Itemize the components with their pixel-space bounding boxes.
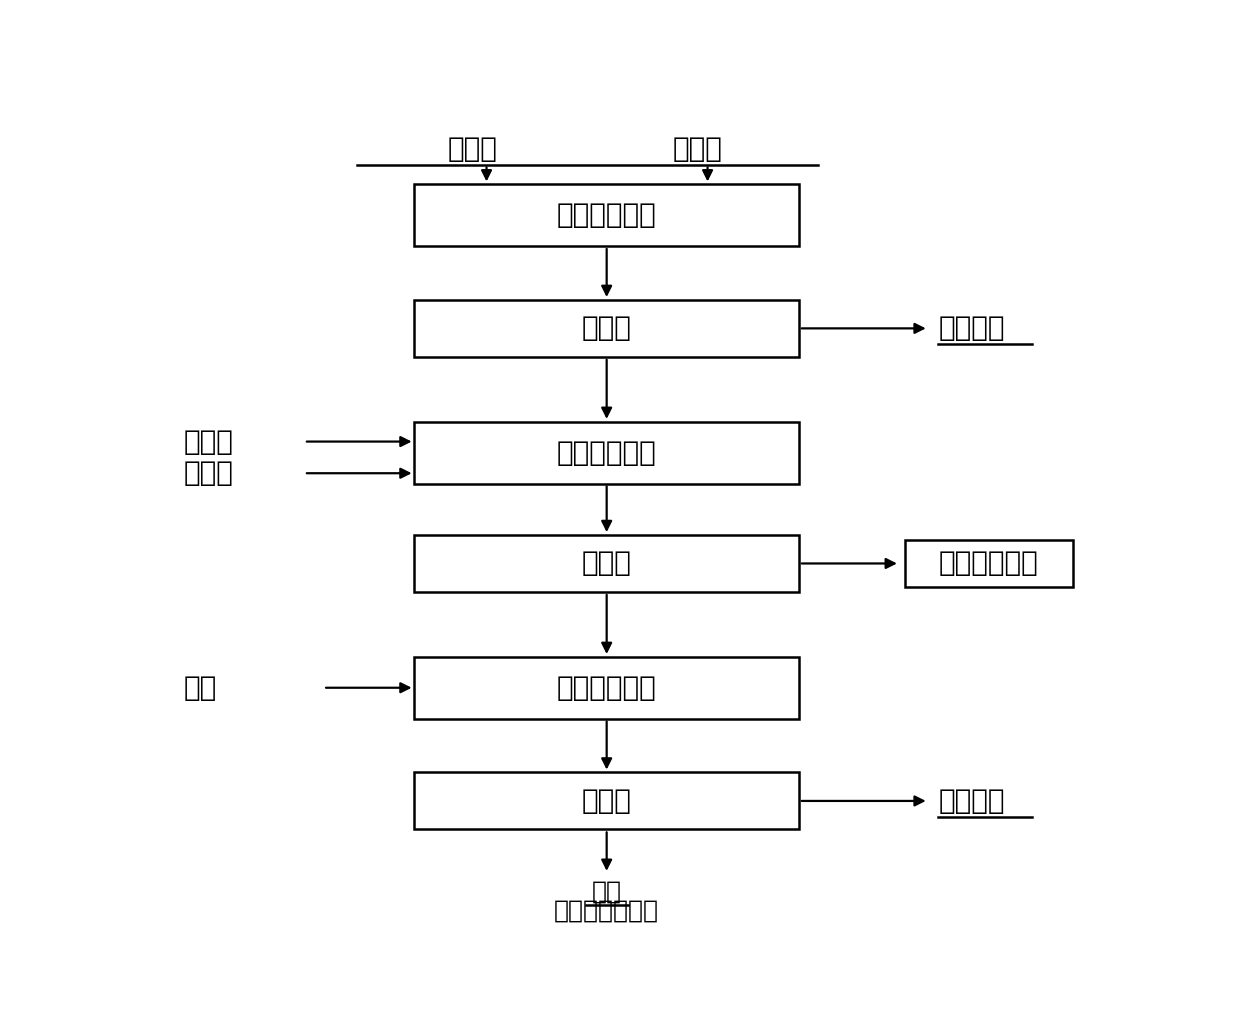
Text: 镍精矿: 镍精矿: [184, 428, 233, 455]
Text: 铁渣处理: 铁渣处理: [939, 315, 1004, 342]
Text: 铜渣氯气浸出: 铜渣氯气浸出: [939, 550, 1039, 578]
Bar: [414, 184, 799, 246]
Bar: [414, 421, 799, 483]
Text: 过　滤: 过 滤: [582, 315, 631, 342]
Text: 阳极液: 阳极液: [448, 135, 497, 162]
Text: 阳极泥: 阳极泥: [184, 460, 233, 487]
Text: 一段净化除铁: 一段净化除铁: [557, 201, 656, 229]
Text: 氯气: 氯气: [184, 673, 217, 702]
Text: 过　滤: 过 滤: [582, 550, 631, 578]
Bar: [414, 657, 799, 719]
Bar: [414, 300, 799, 357]
Text: （送电解工序）: （送电解工序）: [554, 898, 660, 923]
Text: 过　滤: 过 滤: [582, 787, 631, 815]
Text: 钴渣处理: 钴渣处理: [939, 787, 1004, 815]
Bar: [414, 535, 799, 592]
Bar: [905, 540, 1073, 587]
Text: 三段净化除钴: 三段净化除钴: [557, 673, 656, 702]
Text: 新液: 新液: [591, 879, 621, 904]
Text: 二段净化除铜: 二段净化除铜: [557, 439, 656, 467]
Text: 碳酸镍: 碳酸镍: [673, 135, 723, 162]
Bar: [414, 772, 799, 830]
